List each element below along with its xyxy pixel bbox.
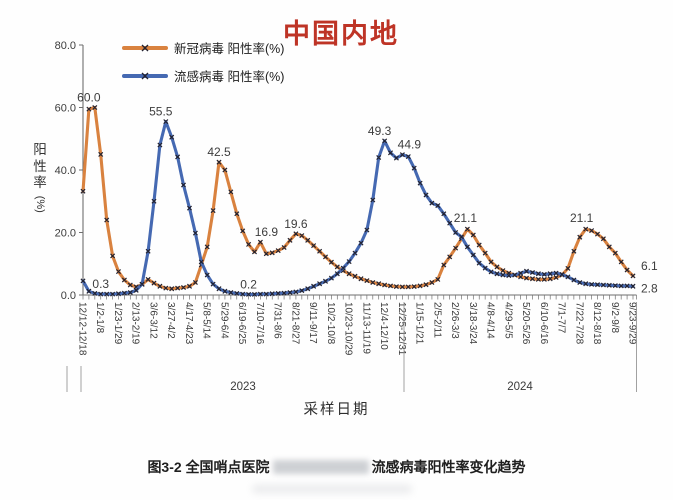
x-tick-label: 10/23-10/29 <box>343 302 354 356</box>
caption-suffix: 流感病毒阳性率变化趋势 <box>371 459 526 475</box>
x-tick-label: 12/25-12/31 <box>396 302 407 356</box>
x-tick-label: 5/29-6/4 <box>218 302 229 339</box>
x-tick-label: 3/27-4/2 <box>165 302 176 339</box>
data-label: 0.2 <box>240 277 257 291</box>
x-tick-label: 6/19-6/25 <box>236 302 247 345</box>
data-label: 16.9 <box>255 225 279 239</box>
x-tick-label: 7/22-7/28 <box>573 302 584 345</box>
x-tick-label: 8/12-8/18 <box>591 302 602 345</box>
x-tick-label: 1/2-1/8 <box>94 302 105 334</box>
series-line-0 <box>81 105 635 291</box>
data-label: 49.3 <box>368 124 392 138</box>
y-axis-title-text: 阳性率 <box>33 142 47 190</box>
x-tick-label: 4/17-4/23 <box>183 302 194 345</box>
caption-smudge <box>252 485 412 493</box>
data-label: 2.8 <box>641 281 658 295</box>
x-tick-label: 2/26-3/3 <box>449 302 460 339</box>
legend-label-flu: 流感病毒 阳性率(%) <box>174 70 285 84</box>
x-tick-label: 1/23-1/29 <box>112 302 123 345</box>
x-tick-label: 7/10-7/16 <box>254 302 265 345</box>
year-label: 2023 <box>230 381 256 393</box>
figure-caption: 图3-2 全国哨点医院 流感病毒阳性率变化趋势 <box>0 457 673 477</box>
legend-line-x-marker-icon <box>122 72 168 79</box>
x-tick-label: 9/2-9/8 <box>609 302 620 334</box>
legend-item-covid: 新冠病毒 阳性率(%) <box>122 38 284 57</box>
legend-line-x-marker-icon <box>122 44 168 51</box>
data-label: 44.9 <box>398 138 422 152</box>
data-label: 19.6 <box>284 217 308 231</box>
caption-redaction-blur <box>272 460 369 474</box>
x-tick-label: 3/6-3/12 <box>147 302 158 339</box>
x-tick-label: 12/12-12/18 <box>77 302 88 356</box>
x-tick-label: 5/8-5/14 <box>201 302 212 339</box>
year-label: 2024 <box>507 381 533 393</box>
x-tick-label: 7/1-7/7 <box>556 302 567 334</box>
y-tick-label: 40.0 <box>55 165 76 177</box>
y-tick-label: 80.0 <box>55 40 76 52</box>
data-label: 60.0 <box>77 91 101 105</box>
chart-title: 中国内地 <box>283 19 399 49</box>
x-tick-label: 9/23-9/29 <box>627 302 638 345</box>
line-chart-plot-area: 0.0 20.0 40.0 60.0 80.0 12/12-12/18 1/2-1/8 1/2… <box>55 40 658 393</box>
x-tick-label: 2/13-2/19 <box>130 302 141 345</box>
caption-prefix: 图3-2 全国哨点医院 <box>147 459 270 475</box>
data-label: 21.1 <box>454 211 478 225</box>
x-tick-label: 6/10-6/16 <box>538 302 549 345</box>
series-line-1 <box>81 120 635 296</box>
x-tick-label: 9/11-9/17 <box>307 302 318 344</box>
x-tick-label: 8/21-8/27 <box>289 302 300 345</box>
y-axis-title: 阳性率 (%) <box>31 142 49 212</box>
x-tick-label: 5/20-5/26 <box>520 302 531 345</box>
x-tick-label: 1/15-1/21 <box>414 302 425 345</box>
x-tick-label: 2/5-2/11 <box>431 302 442 338</box>
x-tick-label: 12/4-12/10 <box>378 302 389 350</box>
data-label: 0.3 <box>92 277 109 291</box>
x-tick-label: 10/2-10/8 <box>325 302 336 345</box>
x-tick-label: 3/18-3/24 <box>467 302 478 345</box>
x-tick-label: 4/29-5/5 <box>502 302 513 339</box>
x-tick-label: 4/8-4/14 <box>485 302 496 339</box>
series-x-markers-1 <box>80 119 636 297</box>
x-tick-label: 7/31-8/6 <box>272 302 283 339</box>
data-label: 6.1 <box>641 259 658 273</box>
y-tick-label: 60.0 <box>55 103 76 115</box>
x-tick-label: 11/13-11/19 <box>360 302 371 354</box>
legend: 新冠病毒 阳性率(%) 流感病毒 阳性率(%) <box>122 38 284 85</box>
x-axis-title: 采样日期 <box>303 402 370 418</box>
legend-item-flu: 流感病毒 阳性率(%) <box>122 66 284 85</box>
y-tick-label: 0.0 <box>61 290 76 302</box>
data-label: 21.1 <box>570 211 594 225</box>
legend-label-covid: 新冠病毒 阳性率(%) <box>174 42 285 56</box>
data-label: 42.5 <box>207 145 231 159</box>
y-axis-unit: (%) <box>34 195 47 213</box>
data-label: 55.5 <box>149 105 173 119</box>
y-tick-label: 20.0 <box>55 228 76 240</box>
